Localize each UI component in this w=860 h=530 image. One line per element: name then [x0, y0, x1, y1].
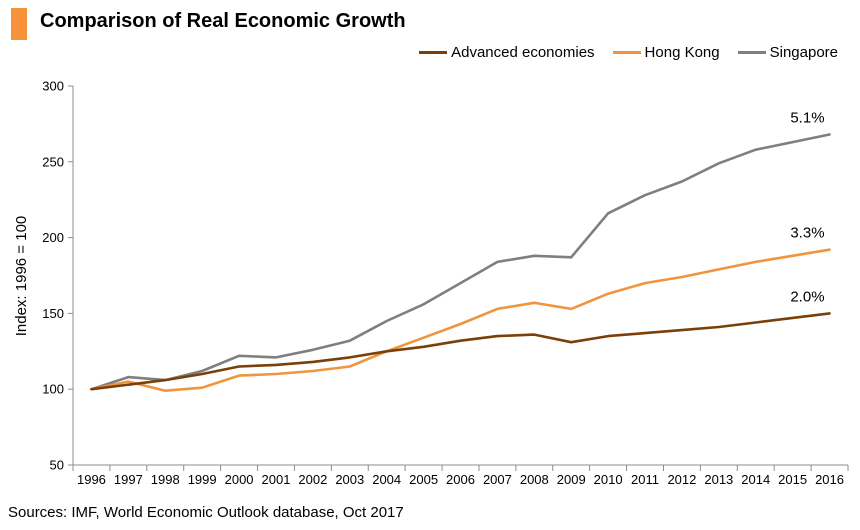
x-tick-label: 2004: [372, 472, 401, 487]
x-tick-label: 1996: [77, 472, 106, 487]
legend-swatch-advanced-economies: [419, 51, 448, 54]
x-tick-label: 2001: [262, 472, 291, 487]
y-tick-label: 300: [42, 79, 64, 94]
chart-title: Comparison of Real Economic Growth: [40, 10, 406, 32]
x-tick-label: 2003: [335, 472, 364, 487]
y-tick-label: 150: [42, 306, 64, 321]
x-tick-label: 2008: [520, 472, 549, 487]
axes: [68, 85, 849, 471]
end-label-singapore: 5.1%: [790, 110, 824, 127]
x-tick-label: 2014: [741, 472, 770, 487]
x-tick-labels: 1996 1997 1998 1999 2000 2001 2002 2003 2004 2005…: [77, 472, 844, 487]
source-note: Sources: IMF, World Economic Outlook dat…: [8, 504, 404, 521]
series-lines: [90, 133, 831, 393]
series-line-advanced-economies: [90, 312, 831, 391]
x-tick-label: 2013: [704, 472, 733, 487]
legend-label-singapore: Singapore: [769, 44, 838, 61]
end-labels: 5.1% 3.3% 2.0%: [790, 110, 824, 306]
x-tick-label: 2000: [225, 472, 254, 487]
series-line-hong-kong: [90, 248, 831, 393]
end-label-hong-kong: 3.3%: [790, 225, 824, 242]
legend-label-advanced-economies: Advanced economies: [451, 44, 595, 61]
legend-item-advanced-economies: Advanced economies: [419, 44, 595, 61]
x-tick-label: 2005: [409, 472, 438, 487]
y-axis-label: Index: 1996 = 100: [13, 216, 30, 337]
x-tick-label: 2007: [483, 472, 512, 487]
y-tick-label: 200: [42, 230, 64, 245]
x-tick-label: 2016: [815, 472, 844, 487]
x-tick-label: 2015: [778, 472, 807, 487]
x-tick-label: 2011: [631, 472, 659, 487]
legend-swatch-hong-kong: [612, 51, 641, 54]
legend-label-hong-kong: Hong Kong: [644, 44, 720, 61]
legend-item-hong-kong: Hong Kong: [612, 44, 720, 61]
title-accent-bar: [11, 8, 27, 40]
legend-item-singapore: Singapore: [737, 44, 838, 61]
y-tick-label: 50: [50, 458, 64, 473]
x-tick-label: 1999: [188, 472, 217, 487]
x-tick-label: 2006: [446, 472, 475, 487]
x-tick-label: 1997: [114, 472, 143, 487]
x-tick-label: 1998: [151, 472, 180, 487]
x-tick-label: 2012: [667, 472, 696, 487]
x-tick-label: 2002: [298, 472, 327, 487]
y-tick-labels: 50 100 150 200 250 300: [42, 79, 64, 473]
y-tick-label: 250: [42, 154, 64, 169]
end-label-advanced-economies: 2.0%: [790, 288, 824, 305]
y-tick-label: 100: [42, 382, 64, 397]
legend: Advanced economies Hong Kong Singapore: [419, 44, 838, 61]
legend-swatch-singapore: [737, 51, 766, 54]
x-tick-label: 2009: [557, 472, 586, 487]
x-tick-label: 2010: [594, 472, 623, 487]
series-line-singapore: [90, 133, 831, 391]
